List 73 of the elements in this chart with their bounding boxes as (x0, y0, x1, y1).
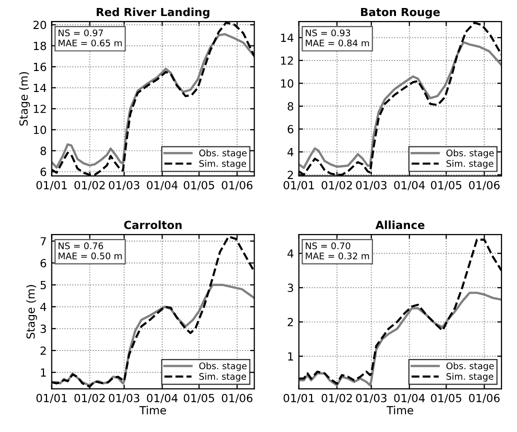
y-tick-label: 10 (281, 79, 294, 88)
annotation: NS = 0.70 MAE = 0.32 m (306, 242, 369, 260)
x-tick-label: 01/02 (74, 394, 105, 404)
x-tick-label: 01/04 (146, 394, 178, 404)
annotation: NS = 0.97 MAE = 0.65 m (58, 29, 122, 46)
y-tick-label: 12 (281, 56, 293, 65)
y-tick-label: 6 (288, 125, 294, 134)
x-tick-label: 01/06 (469, 180, 500, 190)
chart-title: Red River Landing (96, 8, 210, 18)
y-tick-label: 7 (40, 237, 46, 246)
legend-label: Obs. stage (199, 362, 247, 372)
x-tick-label: 01/01 (36, 394, 67, 404)
legend-label: Obs. stage (446, 149, 494, 158)
x-tick-label: 01/06 (469, 394, 500, 404)
x-tick-label: 01/02 (322, 180, 352, 190)
legend-label: Sim. stage (199, 372, 246, 382)
y-tick-label: 4 (287, 148, 294, 156)
x-axis-title: Time (139, 406, 166, 414)
chart-title: Alliance (375, 220, 424, 230)
y-tick-label: 8 (40, 146, 46, 156)
y-axis-title: Stage (m) (19, 72, 30, 126)
y-tick-label: 5 (40, 280, 46, 290)
line-series (298, 22, 502, 176)
y-tick-label: 3 (40, 324, 46, 333)
y-tick-label: 2 (288, 318, 293, 326)
y-tick-label: 10 (34, 126, 46, 134)
x-tick-label: 01/03 (356, 394, 386, 404)
x-tick-label: 01/03 (108, 180, 140, 190)
x-tick-label: 01/01 (284, 394, 314, 404)
y-tick-label: 14 (34, 84, 46, 92)
x-tick-label: 01/05 (184, 394, 214, 404)
annotation: NS = 0.76 MAE = 0.50 m (58, 242, 122, 260)
y-tick-label: 8 (288, 102, 294, 111)
y-tick-label: 1 (288, 352, 293, 360)
y-tick-label: 1 (40, 368, 46, 377)
x-tick-label: 01/04 (146, 180, 178, 190)
x-tick-label: 01/06 (222, 394, 252, 404)
x-tick-label: 01/01 (284, 180, 314, 190)
x-tick-label: 01/05 (430, 394, 462, 404)
x-tick-label: 01/03 (356, 180, 386, 190)
line-series (298, 238, 502, 385)
y-tick-label: 6 (40, 168, 46, 176)
y-tick-label: 14 (281, 34, 294, 42)
y-axis-title: Stage (m) (26, 285, 37, 338)
y-tick-label: 18 (34, 42, 46, 50)
y-tick-label: 3 (288, 284, 294, 292)
x-tick-label: 01/02 (74, 180, 105, 190)
y-tick-label: 4 (287, 249, 294, 258)
y-tick-label: 2 (288, 170, 293, 179)
legend-label: Sim. stage (446, 372, 494, 382)
x-axis-title: Time (386, 406, 414, 414)
legend-label: Obs. stage (199, 149, 247, 158)
x-tick-label: 01/04 (394, 394, 425, 404)
y-tick-label: 2 (40, 346, 46, 355)
x-tick-label: 01/05 (430, 180, 462, 190)
annotation: NS = 0.93 MAE = 0.84 m (306, 29, 369, 46)
x-tick-label: 01/01 (36, 180, 67, 190)
line-series (52, 236, 254, 388)
y-tick-label: 4 (40, 302, 46, 311)
chart-title: Carrolton (124, 220, 182, 230)
y-tick-label: 6 (40, 258, 46, 268)
legend-label: Sim. stage (446, 160, 494, 169)
y-tick-label: 12 (34, 104, 46, 113)
x-tick-label: 01/02 (322, 394, 352, 404)
x-tick-label: 01/03 (108, 394, 140, 404)
x-tick-label: 01/04 (394, 180, 425, 190)
legend-label: Sim. stage (199, 160, 246, 169)
y-tick-label: 20 (34, 20, 46, 30)
chart-title: Baton Rouge (361, 8, 440, 18)
legend-label: Obs. stage (446, 362, 494, 372)
y-tick-label: 16 (34, 62, 46, 72)
x-tick-label: 01/06 (222, 180, 252, 190)
x-tick-label: 01/05 (184, 180, 214, 190)
